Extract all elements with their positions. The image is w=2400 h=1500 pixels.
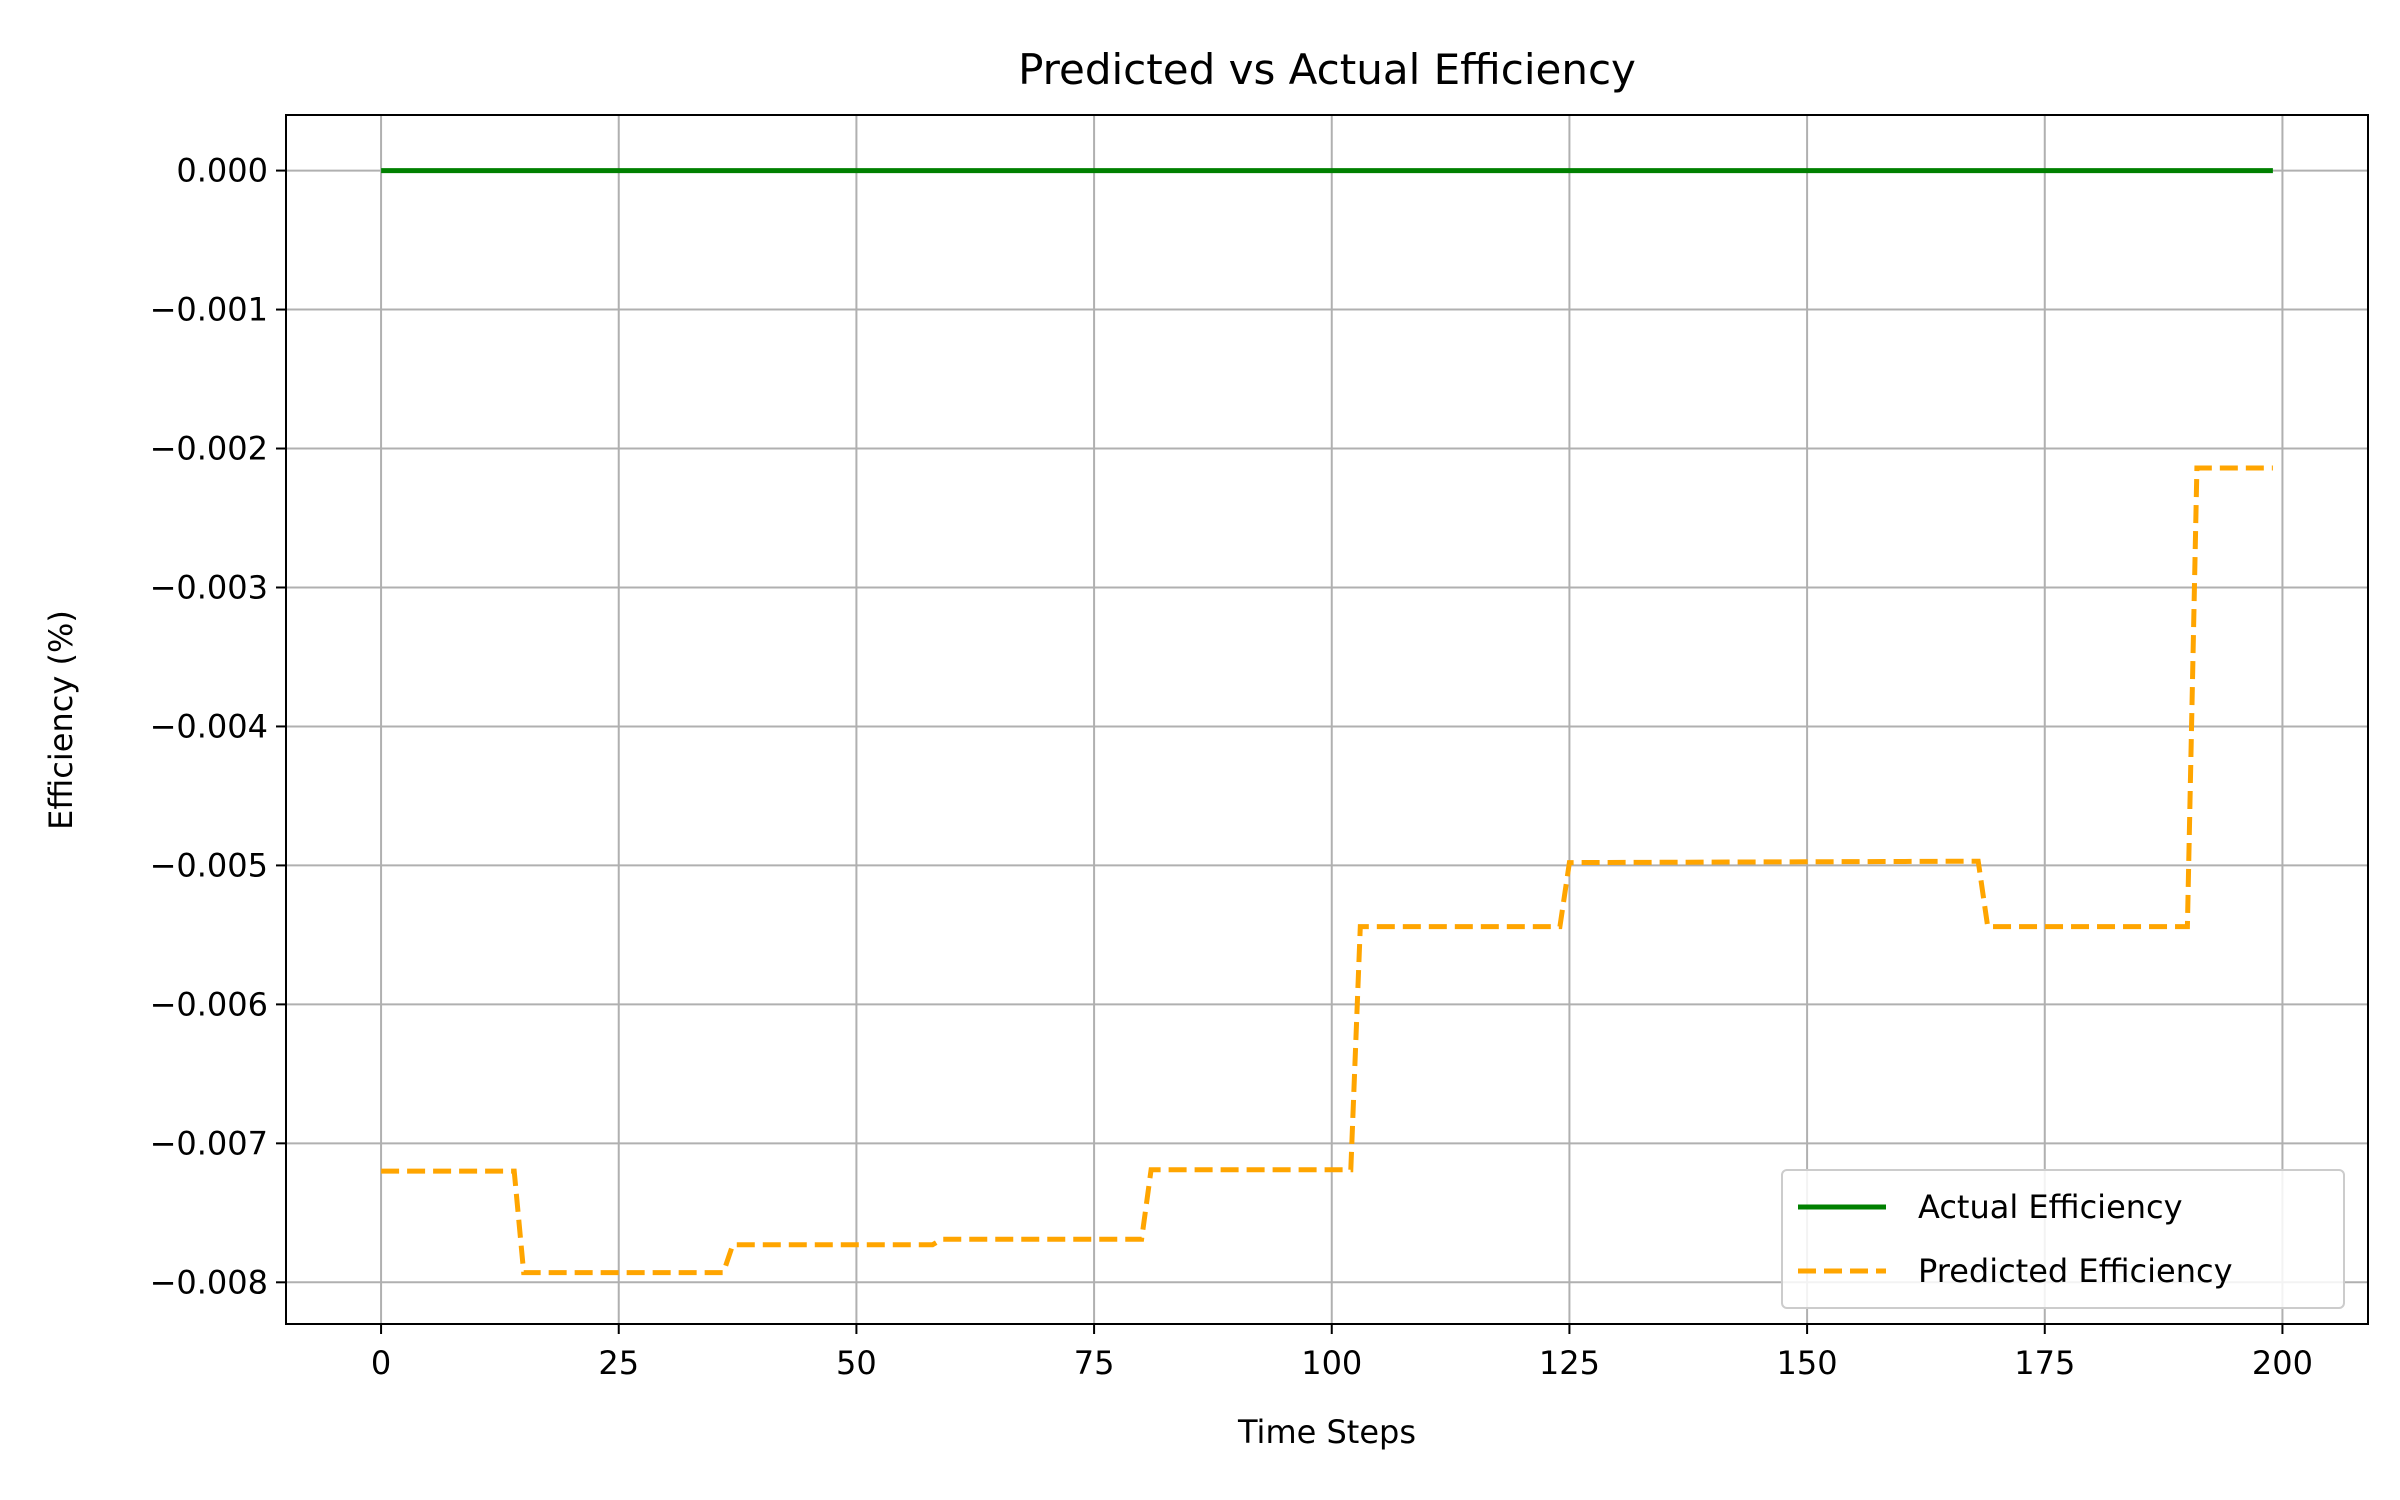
x-tick-label: 50 [836,1344,877,1382]
x-axis-label: Time Steps [1237,1413,1416,1451]
x-tick-label: 200 [2252,1344,2313,1382]
legend: Actual Efficiency Predicted Efficiency [1781,1169,2345,1309]
x-tick-label: 100 [1301,1344,1362,1382]
y-tick-label: −0.007 [150,1124,268,1162]
y-tick-label: −0.008 [150,1263,268,1301]
y-tick-label: −0.001 [150,291,268,329]
y-tick-label: −0.003 [150,568,268,606]
y-tick-label: −0.006 [150,985,268,1023]
legend-box [1781,1169,2345,1309]
y-tick-label: −0.005 [150,846,268,884]
chart-title: Predicted vs Actual Efficiency [1018,45,1636,94]
x-axis: 0 25 50 75 100 125 150 175 200 [371,1324,2313,1382]
x-tick-label: 0 [371,1344,391,1382]
x-tick-label: 75 [1074,1344,1115,1382]
legend-label: Actual Efficiency [1918,1188,2183,1226]
x-tick-label: 175 [2014,1344,2075,1382]
y-tick-label: 0.000 [176,152,268,190]
legend-label: Predicted Efficiency [1918,1252,2233,1290]
x-tick-label: 150 [1777,1344,1838,1382]
x-tick-label: 125 [1539,1344,1600,1382]
series-layer [381,168,2273,1276]
y-tick-label: −0.004 [150,707,268,745]
y-tick-label: −0.002 [150,430,268,468]
y-axis: 0.000 −0.001 −0.002 −0.003 −0.004 −0.005 −0.00… [150,152,286,1301]
x-tick-label: 25 [598,1344,639,1382]
series-line-predicted [381,465,2273,1276]
y-axis-label: Efficiency (%) [42,610,80,830]
plot-area-frame [285,114,2369,1325]
